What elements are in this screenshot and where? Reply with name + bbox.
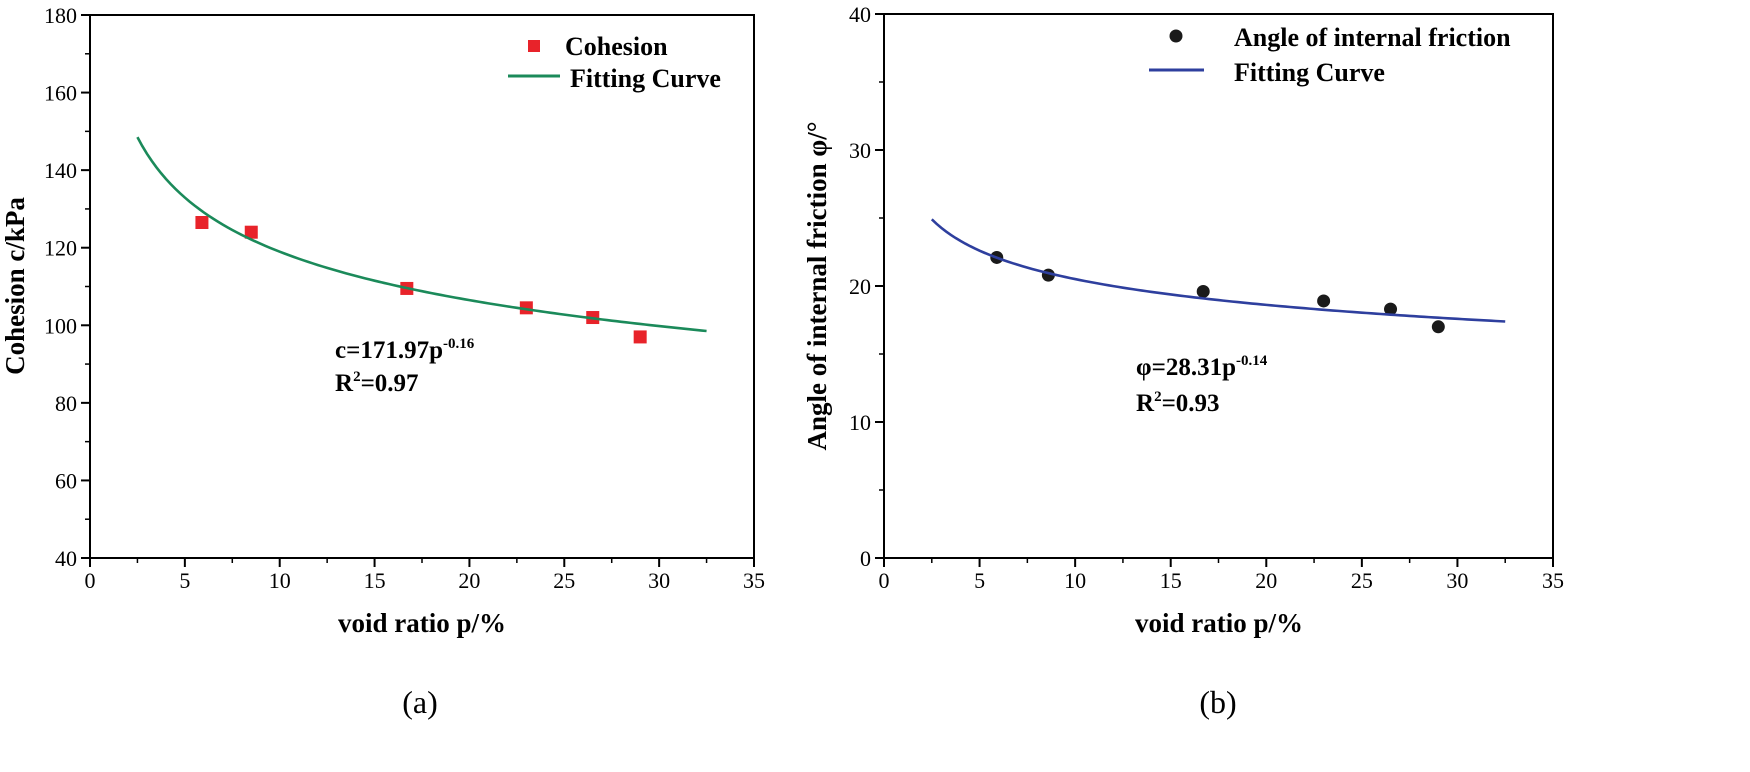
chart-a-y-tick-label: 160 <box>44 81 77 106</box>
chart-a-y-tick-label: 180 <box>44 3 77 28</box>
chart-a-x-tick-label: 20 <box>458 568 480 593</box>
chart-b-data-point <box>1431 320 1445 334</box>
chart-b-equation: φ=28.31p-0.14 <box>1136 353 1268 381</box>
chart-b-y-tick-label: 40 <box>849 2 871 27</box>
chart-a-data-point <box>519 301 533 315</box>
chart-a-data-point <box>244 225 258 239</box>
chart-a-data-point <box>195 216 209 230</box>
chart-b-data <box>930 218 1506 334</box>
chart-b-plot-frame <box>883 13 1554 559</box>
chart-a-legend-label-cohesion: Cohesion <box>565 32 668 61</box>
chart-b-fit-curve <box>930 218 1506 323</box>
chart-b-legend-label-fit: Fitting Curve <box>1234 58 1385 87</box>
chart-a-ticks: 0 5 10 15 20 25 30 35 40 60 80 100 120 140 160 180 <box>44 3 765 593</box>
chart-b-ticks: 0 5 10 15 20 25 30 35 0 10 20 30 40 <box>849 2 1564 593</box>
chart-a-y-tick-label: 140 <box>44 158 77 183</box>
chart-a-equation: c=171.97p-0.16 <box>335 336 475 364</box>
chart-a-y-tick-label: 120 <box>44 236 77 261</box>
chart-b-data-point <box>1384 302 1398 316</box>
chart-b-data-point <box>1317 294 1331 308</box>
chart-a-y-tick-label: 80 <box>55 391 77 416</box>
chart-b-x-tick-label: 10 <box>1064 568 1086 593</box>
chart-a-y-tick-label: 40 <box>55 546 77 571</box>
chart-b-r-squared: R2=0.93 <box>1136 389 1220 417</box>
chart-b-x-tick-label: 20 <box>1255 568 1277 593</box>
chart-b-data-point <box>1196 284 1210 298</box>
chart-a-y-tick-label: 60 <box>55 468 77 493</box>
chart-a-x-tick-label: 0 <box>85 568 96 593</box>
chart-b-x-tick-label: 0 <box>879 568 890 593</box>
chart-b-y-axis-label: Angle of internal friction φ/° <box>802 121 832 450</box>
chart-b-y-tick-label: 30 <box>849 138 871 163</box>
chart-a-x-tick-label: 10 <box>269 568 291 593</box>
chart-a-fit-curve <box>136 136 707 333</box>
chart-b-panel-label: (b) <box>1199 684 1236 720</box>
chart-b-x-tick-label: 15 <box>1160 568 1182 593</box>
chart-b-x-axis-label: void ratio p/% <box>1135 608 1303 638</box>
chart-a-x-tick-label: 35 <box>743 568 765 593</box>
chart-b-y-tick-label: 20 <box>849 274 871 299</box>
chart-b-y-tick-label: 0 <box>860 546 871 571</box>
chart-b-legend-marker-friction <box>1169 29 1183 43</box>
chart-b-x-tick-label: 5 <box>974 568 985 593</box>
chart-a-x-tick-label: 25 <box>553 568 575 593</box>
chart-a-data <box>136 136 707 344</box>
chart-a-x-tick-label: 5 <box>179 568 190 593</box>
chart-b-x-tick-label: 30 <box>1446 568 1468 593</box>
chart-a-legend-label-fit: Fitting Curve <box>570 64 721 93</box>
chart-a-legend-marker-cohesion <box>528 40 540 52</box>
chart-a-x-tick-label: 30 <box>648 568 670 593</box>
chart-b-x-tick-label: 25 <box>1351 568 1373 593</box>
chart-a-x-axis-label: void ratio p/% <box>338 608 506 638</box>
chart-a: 0 5 10 15 20 25 30 35 40 60 80 100 120 140 160 180 void… <box>0 3 765 720</box>
chart-a-plot-frame <box>89 14 755 559</box>
chart-b-y-tick-label: 10 <box>849 410 871 435</box>
chart-b-legend-label-friction: Angle of internal friction <box>1234 23 1511 52</box>
chart-a-data-point <box>633 330 647 344</box>
chart-a-y-tick-label: 100 <box>44 313 77 338</box>
chart-a-panel-label: (a) <box>402 684 438 720</box>
chart-a-y-axis-label: Cohesion c/kPa <box>0 197 30 375</box>
chart-b: 0 5 10 15 20 25 30 35 0 10 20 30 40 void ratio p/% A… <box>802 2 1564 720</box>
chart-b-x-tick-label: 35 <box>1542 568 1564 593</box>
chart-a-r-squared: R2=0.97 <box>335 369 419 397</box>
chart-a-x-tick-label: 15 <box>364 568 386 593</box>
